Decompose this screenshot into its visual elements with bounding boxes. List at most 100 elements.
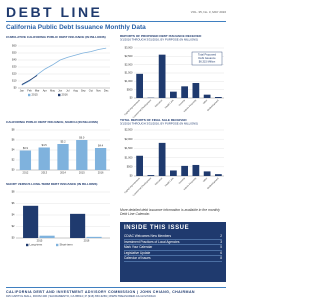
y-tick-label: $2,500 (125, 128, 133, 132)
bar (38, 147, 50, 170)
y-tick-label: $2 (12, 224, 15, 228)
x-tick-label: 2013 (41, 171, 47, 175)
bar (215, 97, 222, 98)
legend-swatch (58, 93, 61, 97)
legend-label: Short-term (60, 243, 74, 247)
inside-item[interactable]: CDIAC Welcomes New Members 2 (124, 234, 222, 240)
inside-title: INSIDE THIS ISSUE (124, 225, 190, 231)
x-tick-label: Commercial Development (132, 177, 152, 197)
y-tick-label: $6 (12, 138, 15, 142)
x-tick-label: Housing (179, 99, 187, 107)
bar (192, 83, 200, 98)
bar (86, 236, 102, 238)
legend-swatch (56, 243, 59, 247)
y-tick-label: $20 (12, 72, 17, 76)
bar (181, 86, 188, 98)
chart-title: CALIFORNIA PUBLIC DEBT ISSUANCE, MARCH (… (6, 120, 98, 124)
y-tick-label: $40 (12, 58, 17, 62)
y-tick-label: $500 (127, 87, 133, 91)
y-tick-label: $2,000 (125, 62, 133, 66)
bar (170, 91, 177, 98)
chart-title: CUMULATIVE CALIFORNIA PUBLIC DEBT ISSUAN… (6, 35, 106, 39)
x-tick-label: Aug (73, 89, 78, 93)
value-label: $6.0 (79, 136, 85, 140)
item-page: 6 (220, 250, 222, 255)
y-tick-label: $0 (130, 174, 133, 178)
bar (147, 175, 155, 176)
bar (23, 205, 39, 238)
chart-title: SHORT VERSUS LONG-TERM DEBT ISSUANCE (IN… (6, 182, 97, 186)
x-tick-label: 2015 (79, 171, 85, 175)
y-tick-label: $2 (12, 158, 15, 162)
annotation-box (191, 51, 223, 66)
x-tick-label: Dec (104, 89, 109, 93)
item-page: 5 (220, 245, 222, 250)
bar (70, 213, 86, 238)
bar (158, 142, 166, 176)
x-tick-label: Education (154, 98, 164, 108)
value-label: $5.2 (60, 140, 66, 144)
y-tick-label: $0 (130, 96, 133, 100)
chart-subtitle: 3/1/2016 THROUGH 3/31/2016, BY PURPOSE (… (120, 38, 198, 42)
line (21, 47, 107, 86)
y-tick-label: $10 (12, 79, 17, 83)
y-tick-label: $0 (14, 86, 17, 90)
y-tick-label: $0 (12, 236, 15, 240)
annotation: Total Proposed (198, 53, 216, 57)
x-tick-label: 2016 (98, 171, 104, 175)
masthead: DEBT LINE (6, 4, 103, 20)
rule (6, 21, 226, 22)
legend-label: 2016 (62, 93, 69, 97)
chart-subtitle: 3/1/2016 THROUGH 3/31/2016, BY PURPOSE (… (120, 122, 198, 126)
inside-box: INSIDE THIS ISSUE CDIAC Welcomes New Mem… (120, 222, 226, 282)
inside-item[interactable]: Calendar of Issues 8 (124, 256, 222, 262)
value-label: $4.5 (42, 143, 48, 147)
inside-item[interactable]: Investment Practices of Local Agencies 3 (124, 240, 222, 246)
y-tick-label: $6 (12, 201, 15, 205)
inside-item[interactable]: Legislative Update 6 (124, 251, 222, 257)
x-tick-label: Jan (20, 89, 25, 93)
footer-line: CALIFORNIA DEBT AND INVESTMENT ADVISORY … (6, 287, 226, 294)
x-tick-label: 2012 (23, 171, 29, 175)
y-tick-label: $8 (12, 190, 15, 194)
bar (136, 73, 143, 98)
inside-list: CDIAC Welcomes New Members 2 Investment Pr… (124, 234, 222, 262)
legend-label: Long-term (30, 243, 43, 247)
x-tick-label: Health Care (164, 98, 175, 109)
x-tick-label: 2015 (37, 239, 43, 243)
y-tick-label: $2,000 (125, 137, 133, 141)
y-tick-label: $0 (12, 168, 15, 172)
legend-swatch (26, 243, 29, 247)
x-tick-label: Redevelopment (207, 99, 220, 112)
charts: CUMULATIVE CALIFORNIA PUBLIC DEBT ISSUAN… (6, 34, 224, 247)
x-tick-label: Jun (58, 89, 63, 93)
item-label: Calendar of Issues (124, 256, 151, 261)
bar (57, 144, 69, 170)
y-tick-label: $4 (12, 213, 15, 217)
chart-title: TOTAL REPORTS OF FINAL SALE RECEIVED (120, 118, 187, 122)
item-label: Investment Practices of Local Agencies (124, 239, 180, 244)
annotation: Debt Issuance (198, 56, 216, 60)
item-label: CDIAC Welcomes New Members (124, 234, 172, 238)
y-tick-label: $1,000 (125, 79, 133, 83)
bar (158, 54, 166, 98)
x-tick-label: 2014 (60, 171, 66, 175)
inside-item[interactable]: Mark Your Calendar 5 (124, 245, 222, 251)
bar (203, 171, 211, 176)
bar (192, 164, 200, 176)
x-tick-label: Commercial Development (132, 99, 152, 119)
bar (94, 148, 107, 170)
legend-swatch (28, 93, 31, 97)
y-tick-label: $1,500 (125, 71, 133, 75)
x-tick-label: Nov (96, 89, 101, 93)
bar (215, 174, 222, 176)
x-tick-label: Housing (179, 177, 187, 185)
annotation: $6,315 Million (199, 60, 216, 64)
x-tick-label: 2016 (84, 239, 90, 243)
y-tick-label: $1,000 (125, 155, 133, 159)
x-tick-label: Redevelopment (207, 177, 220, 190)
y-tick-label: $3,000 (125, 46, 133, 50)
y-tick-label: $1,500 (125, 146, 133, 150)
item-label: Legislative Update (124, 250, 151, 255)
x-tick-label: Feb (27, 89, 32, 93)
